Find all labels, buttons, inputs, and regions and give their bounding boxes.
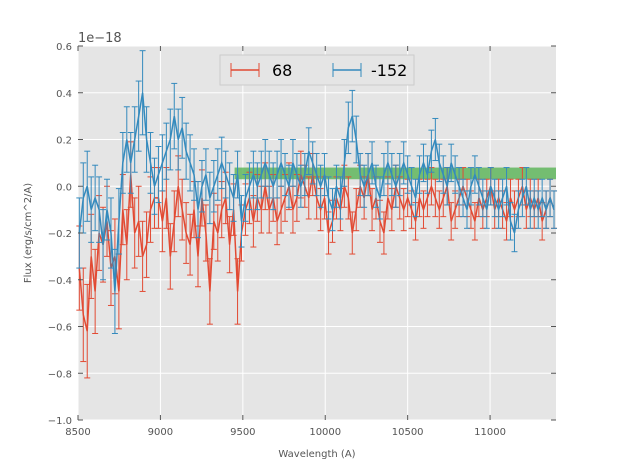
axis-ticks: 8500 9000 9500 10000 10500 11000 −1.0 −0.8 −0.6 −… [48,42,556,438]
y-tick-label: 0.4 [56,89,72,100]
y-offset-label: 1e−18 [78,31,122,46]
y-axis-label: Flux (erg/s/cm^2/A) [23,183,34,283]
y-tick-label: −0.6 [48,323,72,334]
x-tick-label: 8500 [65,427,90,438]
legend-symbol-series-2 [332,63,362,77]
y-tick-label: 0.6 [56,42,72,53]
legend-label-series-2: -152 [371,61,407,80]
legend-items [230,63,362,77]
y-tick-label: −0.8 [48,369,72,380]
x-tick-label: 9500 [230,427,255,438]
legend-symbol-series-1 [230,63,260,77]
y-tick-label: −0.4 [48,276,72,287]
x-tick-label: 9000 [148,427,173,438]
x-axis-label: Wavelength (A) [278,449,355,460]
y-tick-label: 0.2 [56,136,72,147]
series-line [78,92,555,292]
y-tick-label: 0.0 [56,182,72,193]
x-tick-label: 10000 [309,427,341,438]
series-layer [76,50,558,379]
legend: 68 -152 [219,54,415,86]
y-tick-label: −0.2 [48,229,72,240]
legend-label-series-1: 68 [272,61,292,80]
x-tick-label: 10500 [392,427,424,438]
grid-lines [77,45,556,421]
series-2 [76,50,558,335]
y-tick-label: −1.0 [48,416,72,427]
x-tick-label: 11000 [474,427,506,438]
